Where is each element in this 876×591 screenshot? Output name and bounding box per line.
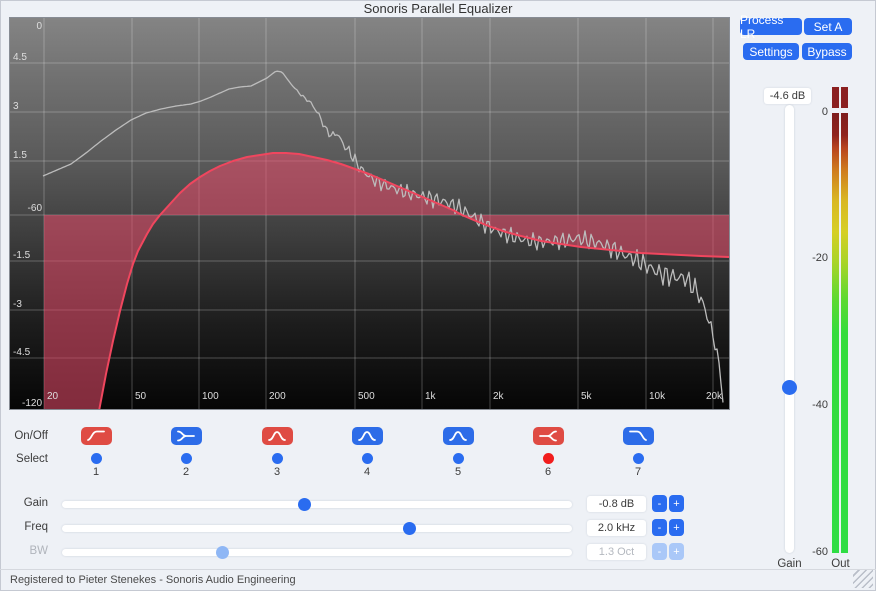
gain-value: -0.8 dB [587,496,646,512]
bell-icon [358,431,376,441]
bw-slider-thumb [215,546,229,559]
highshelf-icon [539,430,557,442]
freq-axis-tick: 100 [202,391,219,402]
lowpass-icon [629,430,647,441]
gain-axis-tick: 1.5 [13,150,27,161]
onoff-row-label: On/Off [14,430,48,442]
band-3-onoff-button[interactable] [261,427,293,445]
band-4-onoff-button[interactable] [351,427,383,445]
meter-tick-label: -60 [812,546,828,558]
gain-axis-tick: -4.5 [13,347,31,358]
settings-button[interactable]: Settings [743,43,799,60]
footer-divider [0,569,876,570]
meter-tick-label: 0 [821,106,828,118]
meter-bar-left [832,113,839,553]
bell-icon [449,431,467,441]
band-1-select-radio[interactable] [90,453,102,464]
eq-graph[interactable]: 20 50 100 200 500 1k 2k 5k 10k 20k 4.5 3 1.5 -1.5 -3 -4… [9,17,730,410]
band-5-onoff-button[interactable] [442,427,474,445]
gain-slider-label: Gain [23,497,48,509]
eq-curve-fill [44,153,729,409]
gain-plus-button[interactable]: + [669,495,684,512]
band-2-select-radio[interactable] [180,453,192,464]
level-axis-tick: -120 [22,398,42,409]
bw-slider-track [62,549,572,556]
freq-axis-tick: 10k [649,391,666,402]
band-2-onoff-button[interactable] [170,427,202,445]
band-6-number-label: 6 [544,466,552,478]
meter-clip-right [841,87,848,108]
band-7-select-radio[interactable] [632,453,644,464]
meter-tick-label: -20 [812,252,828,264]
out-meter-label: Out [831,558,850,570]
output-gain-slider-track[interactable] [785,105,794,553]
band-5-select-radio[interactable] [452,453,464,464]
output-gain-slider-thumb[interactable] [782,379,797,395]
bw-slider-label: BW [29,545,48,557]
band-7-number-label: 7 [634,466,642,478]
process-lr-button[interactable]: Process LR [740,13,802,41]
band-6-onoff-button[interactable] [532,427,564,445]
freq-slider-thumb[interactable] [403,522,417,535]
eq-response-curve[interactable] [44,152,729,409]
gain-meter-label: Gain [777,558,802,570]
lowshelf-icon [177,430,195,442]
resize-handle-icon[interactable] [853,570,873,588]
freq-axis-tick: 500 [358,391,375,402]
select-row-label: Select [16,453,48,465]
freq-axis-tick: 20 [47,391,59,402]
freq-axis-tick: 200 [269,391,286,402]
bypass-button[interactable]: Bypass [802,43,852,60]
freq-plus-button[interactable]: + [669,519,684,536]
band-3-select-radio[interactable] [271,453,283,464]
gain-axis-tick: -3 [13,299,22,310]
band-7-onoff-button[interactable] [622,427,654,445]
freq-axis-tick: 5k [581,391,593,402]
band-5-number-label: 5 [454,466,462,478]
freq-value: 2.0 kHz [587,520,646,536]
meter-tick-label: -40 [812,399,828,411]
band-1-onoff-button[interactable] [80,427,112,445]
window-title: Sonoris Parallel Equalizer [363,1,513,16]
highpass-icon [87,430,105,441]
band-4-select-radio[interactable] [361,453,373,464]
freq-slider-label: Freq [24,521,48,533]
set-a-button[interactable]: Set A [804,18,852,35]
band-2-number-label: 2 [182,466,190,478]
bw-minus-button: - [652,543,667,560]
meter-bar-right [841,113,848,553]
registration-text: Registered to Pieter Stenekes - Sonoris … [10,574,296,586]
gain-slider-track[interactable] [62,501,572,508]
band-4-number-label: 4 [363,466,371,478]
bell-icon [268,431,286,441]
bw-plus-button: + [669,543,684,560]
freq-minus-button[interactable]: - [652,519,667,536]
freq-axis-tick: 50 [135,391,147,402]
level-axis-tick: -60 [28,203,43,214]
output-gain-readout: -4.6 dB [764,88,811,104]
level-axis-tick: 0 [36,21,42,32]
band-1-number-label: 1 [92,466,100,478]
gain-axis-tick: 3 [13,101,19,112]
band-3-number-label: 3 [273,466,281,478]
gain-axis-tick: 4.5 [13,52,27,63]
freq-axis-tick: 20k [706,391,723,402]
freq-axis-tick: 1k [425,391,437,402]
eq-plot-svg: 20 50 100 200 500 1k 2k 5k 10k 20k 4.5 3 1.5 -1.5 -3 -4… [10,18,729,409]
freq-axis-tick: 2k [493,391,505,402]
gain-slider-thumb[interactable] [297,498,311,511]
bw-value: 1.3 Oct [587,544,646,560]
gain-axis-tick: -1.5 [13,250,31,261]
band-6-select-radio[interactable] [542,453,554,464]
gain-minus-button[interactable]: - [652,495,667,512]
meter-clip-left [832,87,839,108]
freq-slider-track[interactable] [62,525,572,532]
